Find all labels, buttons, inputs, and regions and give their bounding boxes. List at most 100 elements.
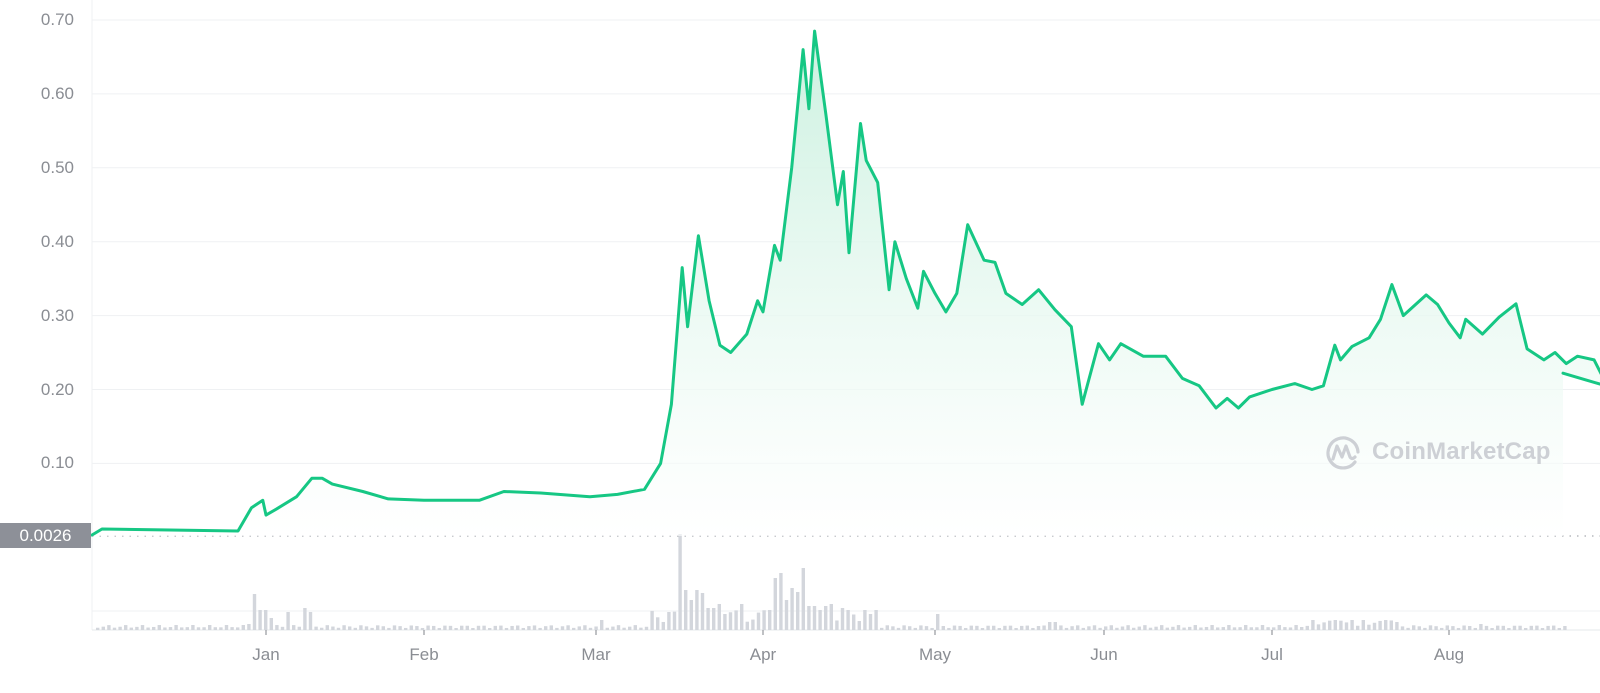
volume-bar: [1305, 625, 1309, 630]
volume-bar: [1014, 627, 1018, 630]
volume-bar: [448, 625, 453, 630]
volume-bar: [1552, 625, 1556, 630]
volume-bar: [1098, 627, 1102, 630]
watermark-text: CoinMarketCap: [1372, 438, 1551, 465]
volume-bar: [1182, 627, 1186, 630]
volume-bar: [364, 626, 369, 630]
volume-bar: [756, 612, 761, 630]
volume-bar: [101, 626, 105, 630]
volume-bar: [1053, 622, 1057, 630]
volume-bar: [465, 625, 469, 630]
volume-bar: [420, 627, 425, 630]
volume-bar: [1076, 625, 1080, 630]
volume-bar: [1344, 622, 1349, 630]
volume-bar: [152, 626, 156, 630]
volume-bar: [712, 608, 716, 630]
volume-bar: [1081, 627, 1085, 630]
volume-bar: [549, 625, 553, 630]
volume-bar: [1193, 625, 1197, 630]
volume-bar: [1518, 625, 1522, 630]
volume-bar: [1120, 626, 1125, 630]
volume-bar: [241, 625, 245, 630]
volume-bar: [650, 610, 654, 630]
volume-bar: [1524, 627, 1528, 630]
volume-bar: [163, 627, 167, 630]
volume-bar: [846, 610, 850, 630]
volume-bar: [992, 625, 996, 630]
volume-bar: [1535, 625, 1539, 630]
volume-bar: [555, 627, 559, 630]
volume-bar: [611, 626, 615, 630]
volume-bar: [594, 626, 598, 630]
volume-bar: [1484, 625, 1489, 630]
volume-bar: [924, 626, 929, 630]
volume-bar: [1272, 627, 1276, 630]
volume-bar: [247, 624, 251, 630]
y-tick-label: 0.30: [40, 305, 74, 325]
x-tick-label-may: May: [918, 645, 952, 664]
price-line[interactable]: [90, 29, 1600, 537]
volume-bar: [1395, 622, 1399, 630]
volume-bar: [695, 590, 699, 630]
volume-bar: [1115, 627, 1119, 630]
volume-bar: [504, 627, 509, 630]
y-tick-label: 0.60: [40, 83, 74, 103]
volume-bar: [236, 627, 240, 630]
volume-bar: [1092, 625, 1097, 630]
volume-bar: [476, 625, 481, 630]
volume-bar: [857, 621, 861, 630]
volume-bar: [700, 593, 705, 630]
volume-bar: [952, 625, 957, 630]
x-tick-label-apr: Apr: [749, 645, 777, 664]
volume-bar: [1300, 626, 1304, 630]
volume-bar: [1126, 625, 1130, 630]
volume-bar: [1378, 620, 1382, 630]
volume-bar: [1048, 622, 1052, 630]
volume-bar: [493, 625, 497, 630]
volume-bar: [583, 625, 587, 630]
volume-bar: [538, 627, 542, 630]
volume-bar: [1283, 627, 1287, 630]
baseline-price-badge: 0.0026: [0, 523, 91, 548]
volume-bar: [1277, 625, 1281, 630]
y-tick-label: 0.10: [40, 453, 74, 473]
volume-bar: [544, 626, 548, 630]
volume-bar: [1249, 627, 1253, 630]
volume-bar: [790, 588, 794, 630]
volume-bar: [1384, 620, 1388, 630]
volume-bar: [1557, 627, 1561, 630]
volume-bar: [443, 625, 447, 630]
volume-bar: [1059, 625, 1063, 630]
volume-bar: [353, 627, 357, 630]
volume-bar: [1188, 626, 1192, 630]
volume-bar: [1311, 620, 1315, 630]
volume-bar: [1171, 626, 1175, 630]
volume-bar: [863, 610, 867, 630]
volume-bar: [964, 627, 968, 630]
volume-bar: [1294, 625, 1298, 630]
volume-bar: [1440, 627, 1444, 630]
volume-bar: [908, 626, 912, 630]
volume-bar: [723, 614, 727, 630]
volume-bar: [185, 627, 189, 630]
volume-bar: [1412, 625, 1416, 630]
volume-bar: [348, 626, 352, 630]
volume-bar: [768, 610, 772, 630]
volume-bar: [1160, 625, 1164, 630]
volume-bar: [1456, 627, 1461, 630]
volume-bar: [824, 606, 828, 630]
volume-bar: [1322, 622, 1326, 630]
volume-bar: [975, 625, 979, 630]
volume-bar: [1501, 625, 1505, 630]
volume-bar: [1333, 620, 1337, 630]
volume-bar: [656, 617, 660, 630]
volume-bar: [532, 625, 537, 630]
volume-bar: [1356, 625, 1360, 630]
volume-bar: [230, 627, 234, 630]
volume-bar: [252, 594, 257, 630]
volume-bar: [1350, 620, 1354, 630]
volume-bar: [829, 604, 833, 630]
coinmarketcap-logo-icon: [1326, 436, 1360, 470]
